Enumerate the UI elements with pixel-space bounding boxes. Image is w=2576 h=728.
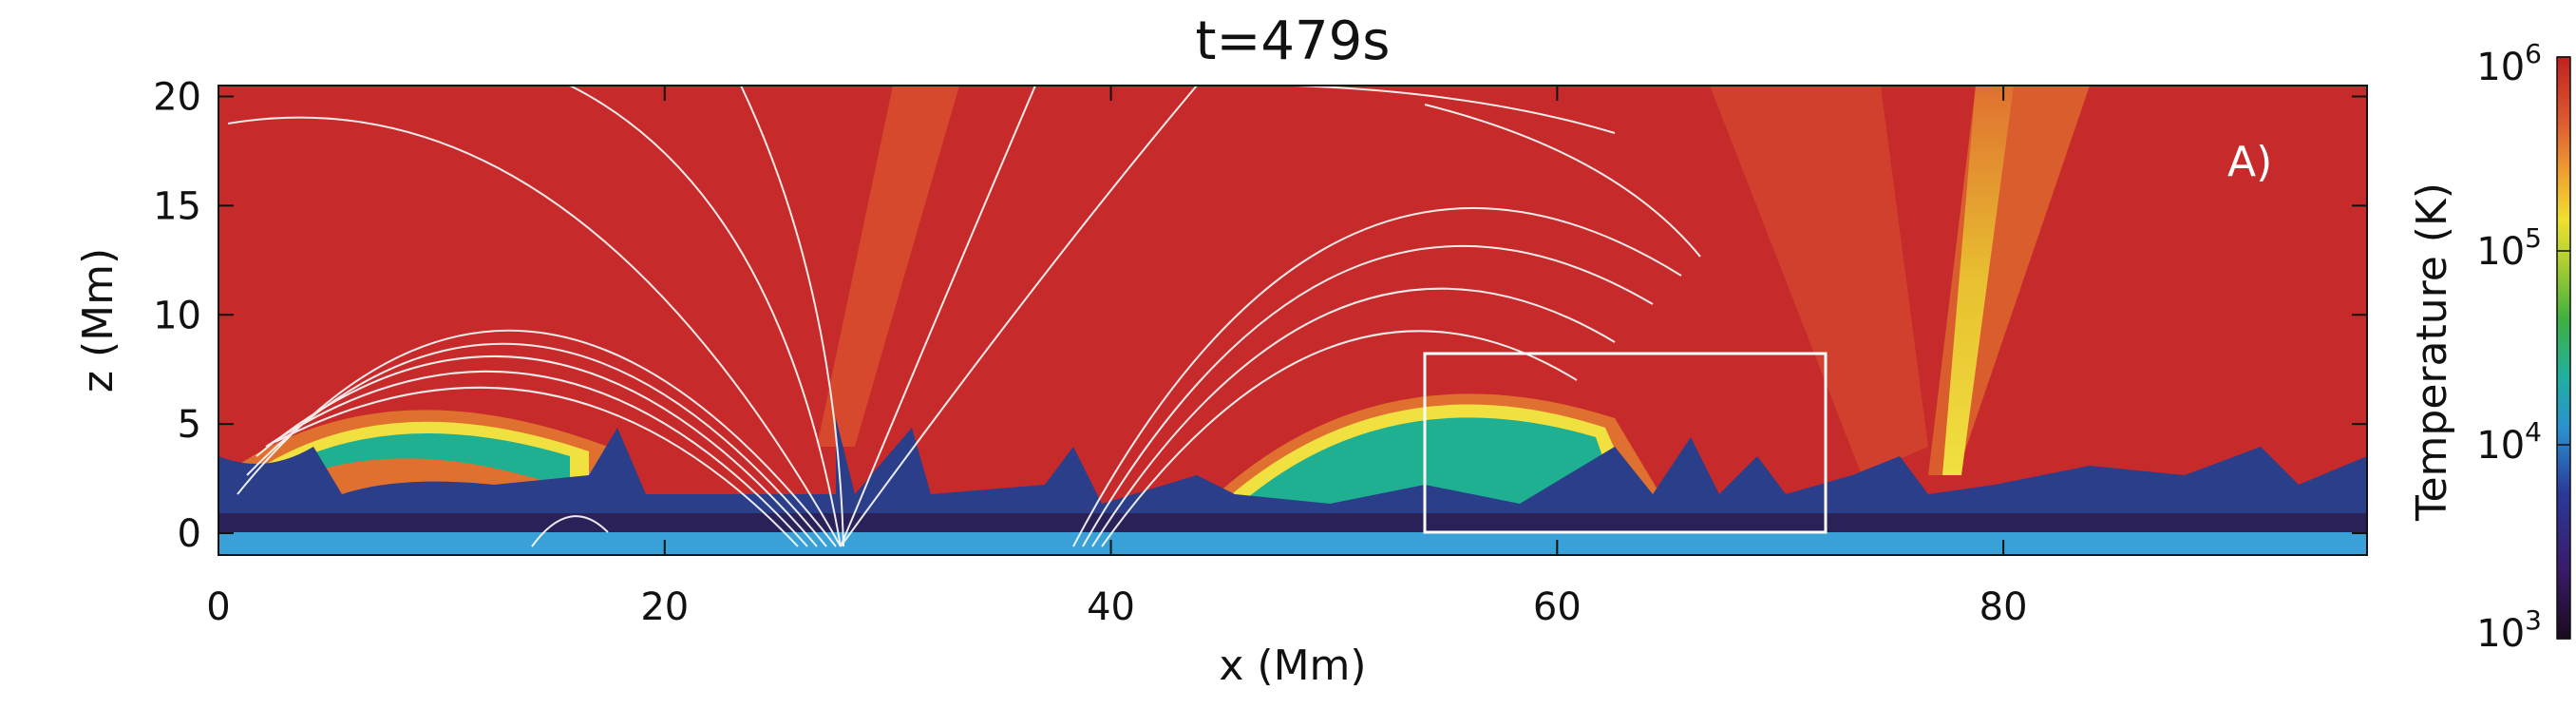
hot-jet [1942,86,2014,475]
y-tick-label: 10 [153,294,201,337]
colorbar-tick-label: 105 [2476,222,2542,274]
colorbar-gradient [2556,56,2571,640]
colorbar-ticks: 103 104 105 106 [2476,38,2570,656]
heatmap-plot [218,86,2367,555]
warm-streamer-left [817,86,959,447]
magnetic-field-lines [227,86,1701,547]
x-tick-label: 40 [1087,585,1135,629]
left-arcade-green [252,433,570,499]
colorbar: Temperature (K) 103 104 105 106 [2408,38,2571,656]
coldest-layer [218,513,2367,532]
x-tick-label: 0 [206,585,230,629]
x-tick-label: 20 [640,585,689,629]
y-tick-label: 0 [178,512,201,556]
colorbar-label: Temperature (K) [2408,182,2456,522]
y-tick-label: 20 [153,75,201,119]
colorbar-tick-label: 106 [2476,38,2542,89]
highlight-box [1423,352,1828,534]
colorbar-tick-label: 104 [2476,416,2542,468]
y-axis: 0 5 10 15 20 [153,75,2367,556]
photosphere-layer [218,532,2367,555]
colorbar-tick-label: 103 [2476,604,2542,656]
x-axis-label: x (Mm) [1219,642,1366,690]
y-tick-label: 15 [153,184,201,228]
left-arcade-yellow [242,421,589,494]
plot-frame [218,85,2368,556]
x-tick-label: 60 [1533,585,1582,629]
chart-title: t=479s [1196,10,1391,72]
y-axis-label: z (Mm) [74,248,123,393]
warm-streamer-mid [1710,86,1928,475]
x-tick-label: 80 [1979,585,2028,629]
x-axis: 0 20 40 60 80 [206,86,2028,629]
panel-label: A) [2227,138,2272,186]
central-arcade-green [1235,417,1624,518]
y-tick-label: 5 [178,403,201,447]
